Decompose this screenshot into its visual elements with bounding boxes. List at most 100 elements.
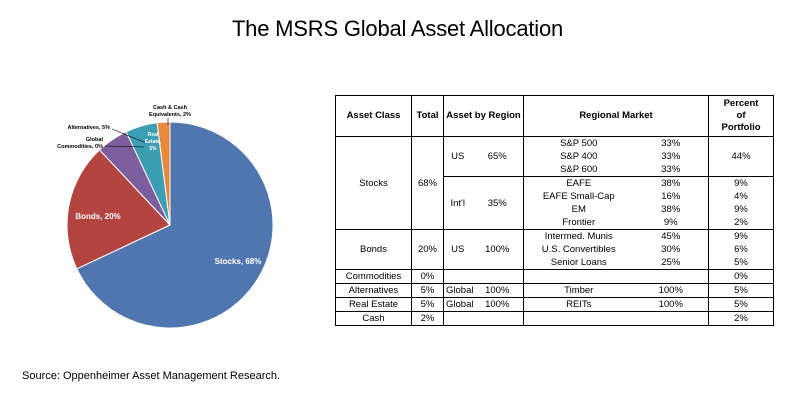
cell-real-estate-market: REITs bbox=[523, 297, 634, 312]
leader-line-commodities bbox=[104, 145, 145, 148]
cell-empty bbox=[523, 269, 634, 284]
cell-market-name: S&P 500 bbox=[560, 138, 598, 149]
cell-market-name: Frontier bbox=[523, 216, 634, 230]
cell-market-name: EM bbox=[571, 204, 586, 215]
cell-stocks-name: Stocks bbox=[335, 136, 412, 230]
cell-empty bbox=[443, 311, 472, 326]
cell-portfolio: 4% bbox=[708, 190, 775, 203]
leader-line-alternatives bbox=[111, 128, 147, 144]
cell-real-estate-pct: 100% bbox=[471, 297, 524, 312]
cell-bonds-total: 20% bbox=[411, 229, 444, 270]
cell-market-pct: 33% bbox=[633, 150, 710, 163]
cell-bonds-name: Bonds bbox=[335, 229, 412, 270]
cell-alternatives-total: 5% bbox=[411, 283, 444, 298]
cell-market-pct: 45% bbox=[633, 229, 710, 243]
label-commodities-1: Global bbox=[86, 137, 104, 143]
source-note: Source: Oppenheimer Asset Management Res… bbox=[22, 370, 281, 382]
cell-stocks-total: 68% bbox=[411, 136, 444, 230]
chart-title: The MSRS Global Asset Allocation bbox=[231, 16, 564, 41]
cell-real-estate-portfolio: 5% bbox=[708, 297, 775, 312]
label-cash-2: Equivalents, 2% bbox=[149, 112, 191, 118]
pie-slice-cash bbox=[156, 121, 171, 226]
allocation-table: Asset Class Total Asset by Region Region… bbox=[335, 95, 775, 326]
cell-cash-name: Cash bbox=[335, 311, 412, 326]
table-row: U.S. Convertibles 30% 6% bbox=[336, 243, 775, 256]
cell-bonds-pct: 100% bbox=[471, 229, 524, 270]
cell-empty bbox=[523, 311, 634, 326]
table-row: EAFE Small-Cap 16% 4% bbox=[336, 190, 775, 203]
cell-empty bbox=[471, 311, 524, 326]
cell-market-pct: 38% bbox=[633, 176, 710, 190]
cell-alternatives-pct: 100% bbox=[471, 283, 524, 298]
table-row: Real Estate 5% Global 100% REITs 100% 5% bbox=[335, 297, 775, 312]
cell-market-name: Senior Loans bbox=[523, 256, 634, 270]
cell-portfolio: 5% bbox=[708, 256, 775, 270]
cell-alternatives-name: Alternatives bbox=[335, 283, 412, 298]
cell-commodities-total: 0% bbox=[411, 269, 444, 284]
label-stocks: Stocks, 68% bbox=[215, 257, 262, 266]
table-row: S&P 600 33% bbox=[336, 163, 774, 177]
label-commodities-2: Commodities, 0% bbox=[57, 144, 103, 150]
cell-commodities-name: Commodities bbox=[335, 269, 412, 284]
header-percent-of-portfolio: Percent of Portfolio bbox=[708, 95, 775, 137]
table-row: Alternatives 5% Global 100% Timber 100% … bbox=[335, 283, 775, 298]
cell-market-name: EAFE bbox=[566, 178, 592, 189]
cell-alternatives-market-pct: 100% bbox=[633, 283, 710, 298]
cell-stocks-intl-pct: 35% bbox=[471, 176, 524, 230]
cell-market-name: EAFE Small-Cap bbox=[542, 191, 615, 202]
cell-commodities-portfolio: 0% bbox=[708, 269, 775, 284]
cell-market-name: Intermed. Munis bbox=[544, 231, 613, 242]
cell-alternatives-portfolio: 5% bbox=[708, 283, 775, 298]
cell-portfolio: 9% bbox=[708, 176, 775, 190]
cell-cash-portfolio: 2% bbox=[708, 311, 775, 326]
header-regional-market: Regional Market bbox=[523, 95, 710, 137]
cell-market-pct: 30% bbox=[633, 243, 710, 256]
label-alternatives: Alternatives, 5% bbox=[68, 125, 111, 131]
cell-market-pct: 16% bbox=[633, 190, 710, 203]
table-row: Bonds 20% US 100% Intermed. Munis 45% 9% bbox=[335, 229, 775, 270]
label-real-estate-3: 5% bbox=[149, 146, 157, 152]
cell-cash-total: 2% bbox=[411, 311, 444, 326]
label-real-estate-2: Estate, bbox=[145, 139, 162, 145]
cell-stocks-us-region: US bbox=[443, 136, 472, 177]
table-row: Cash 2% 2% bbox=[335, 311, 775, 326]
cell-market-pct: 9% bbox=[633, 216, 710, 230]
table-row: Commodities 0% 0% bbox=[335, 269, 775, 284]
cell-alternatives-region: Global bbox=[443, 283, 473, 298]
label-cash-1: Cash & Cash bbox=[153, 105, 188, 111]
header-pct-line-2: of bbox=[736, 110, 746, 121]
table-row: Stocks 68% US 65% S&P 500 33% 44% bbox=[335, 136, 775, 230]
table-row: Int'l 35% EAFE 38% 9% bbox=[336, 176, 775, 230]
cell-portfolio: 9% bbox=[708, 229, 775, 243]
cell-market-pct: 25% bbox=[633, 256, 710, 270]
label-real-estate-1: Real bbox=[148, 132, 159, 138]
cell-bonds-region: US bbox=[443, 229, 472, 270]
cell-market-pct: 33% bbox=[633, 163, 710, 177]
cell-market-pct: 38% bbox=[633, 203, 710, 216]
table-row: Frontier 9% 2% bbox=[336, 216, 775, 230]
cell-stocks-us-pct: 65% bbox=[471, 136, 524, 177]
cell-alternatives-market: Timber bbox=[523, 283, 634, 298]
cell-empty bbox=[471, 269, 524, 284]
table-row: EM 38% 9% bbox=[336, 203, 775, 216]
table-row: S&P 400 33% bbox=[336, 150, 774, 163]
cell-empty bbox=[443, 269, 472, 284]
cell-market-name: S&P 600 bbox=[523, 163, 634, 177]
cell-real-estate-region: Global bbox=[443, 297, 473, 312]
cell-real-estate-market-pct: 100% bbox=[633, 297, 710, 312]
cell-empty bbox=[633, 269, 710, 284]
pie-chart: Alternatives, 5% Global Commodities, 0% … bbox=[57, 105, 274, 329]
header-pct-line-1: Percent bbox=[723, 98, 759, 109]
table-header-row: Asset Class Total Asset by Region Region… bbox=[335, 95, 775, 137]
header-asset-class: Asset Class bbox=[335, 95, 412, 137]
cell-portfolio: 6% bbox=[708, 243, 775, 256]
label-bonds: Bonds, 20% bbox=[75, 212, 120, 221]
pie-slice-bonds bbox=[66, 149, 171, 270]
header-pct-line-3: Portfolio bbox=[721, 122, 761, 133]
header-total: Total bbox=[411, 95, 444, 137]
cell-portfolio: 9% bbox=[708, 203, 775, 216]
table-row: Senior Loans 25% 5% bbox=[336, 256, 775, 270]
cell-market-name: U.S. Convertibles bbox=[541, 244, 616, 255]
pie-slice-stocks bbox=[76, 121, 274, 329]
cell-portfolio: 2% bbox=[708, 216, 775, 230]
